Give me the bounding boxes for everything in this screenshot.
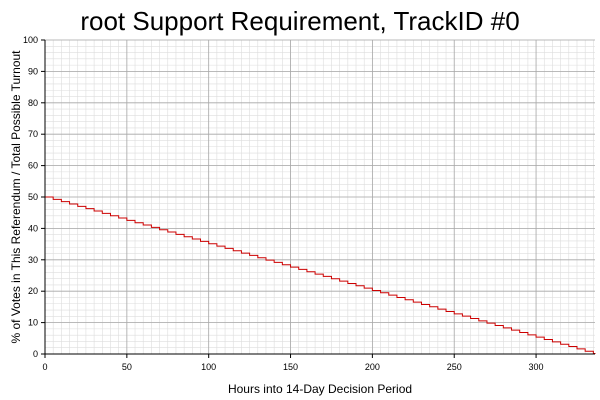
y-tick-label: 90 [28,66,38,76]
x-tick-label: 100 [201,362,216,372]
x-tick-label: 150 [283,362,298,372]
chart-title: root Support Requirement, TrackID #0 [80,6,520,36]
y-axis-ticks: 0 10 20 30 40 50 60 70 80 90 100 [23,35,45,359]
y-tick-label: 10 [28,318,38,328]
x-tick-label: 200 [365,362,380,372]
y-tick-label: 40 [28,223,38,233]
x-tick-label: 250 [447,362,462,372]
y-tick-label: 60 [28,161,38,171]
y-tick-label: 20 [28,286,38,296]
series-layer [45,196,596,355]
x-tick-label: 0 [42,362,47,372]
x-tick-label: 300 [529,362,544,372]
series-line-0 [45,196,596,355]
y-tick-label: 0 [33,349,38,359]
y-tick-label: 80 [28,98,38,108]
y-tick-label: 50 [28,192,38,202]
x-axis-label: Hours into 14-Day Decision Period [227,382,413,396]
y-tick-label: 70 [28,129,38,139]
major-grid [44,39,595,355]
y-tick-label: 30 [28,255,38,265]
x-tick-label: 50 [122,362,132,372]
y-tick-label: 100 [23,35,38,45]
x-axis-ticks: 0 50 100 150 200 250 300 [42,354,544,372]
